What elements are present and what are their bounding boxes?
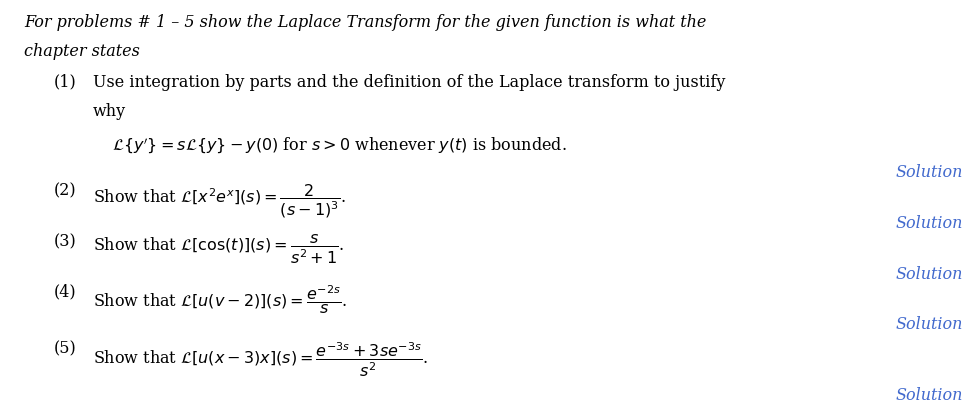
Text: (5): (5) (54, 340, 76, 357)
Text: Solution: Solution (895, 387, 962, 404)
Text: (3): (3) (54, 233, 76, 250)
Text: Solution: Solution (895, 316, 962, 333)
Text: (2): (2) (54, 182, 76, 199)
Text: Use integration by parts and the definition of the Laplace transform to justify: Use integration by parts and the definit… (93, 74, 725, 91)
Text: Show that $\mathcal{L}[\cos(t)](s) = \dfrac{s}{s^2+1}$.: Show that $\mathcal{L}[\cos(t)](s) = \df… (93, 233, 344, 266)
Text: Show that $\mathcal{L}[u(v-2)](s) = \dfrac{e^{-2s}}{s}$.: Show that $\mathcal{L}[u(v-2)](s) = \dfr… (93, 283, 347, 316)
Text: chapter states: chapter states (24, 43, 140, 60)
Text: Solution: Solution (895, 164, 962, 181)
Text: $\mathcal{L}\{y'\} = s\mathcal{L}\{y\} - y(0)$ for $s > 0$ whenever $y(t)$ is bo: $\mathcal{L}\{y'\} = s\mathcal{L}\{y\} -… (112, 135, 567, 155)
Text: Show that $\mathcal{L}[u(x-3)x](s) = \dfrac{e^{-3s} + 3se^{-3s}}{s^2}$.: Show that $\mathcal{L}[u(x-3)x](s) = \df… (93, 340, 428, 379)
Text: why: why (93, 103, 126, 120)
Text: For problems # 1 – 5 show the Laplace Transform for the given function is what t: For problems # 1 – 5 show the Laplace Tr… (24, 14, 706, 31)
Text: (4): (4) (54, 283, 76, 300)
Text: (1): (1) (54, 74, 76, 91)
Text: Solution: Solution (895, 266, 962, 283)
Text: Solution: Solution (895, 215, 962, 232)
Text: Show that $\mathcal{L}[x^2 e^x](s) = \dfrac{2}{(s-1)^3}$.: Show that $\mathcal{L}[x^2 e^x](s) = \df… (93, 182, 346, 220)
